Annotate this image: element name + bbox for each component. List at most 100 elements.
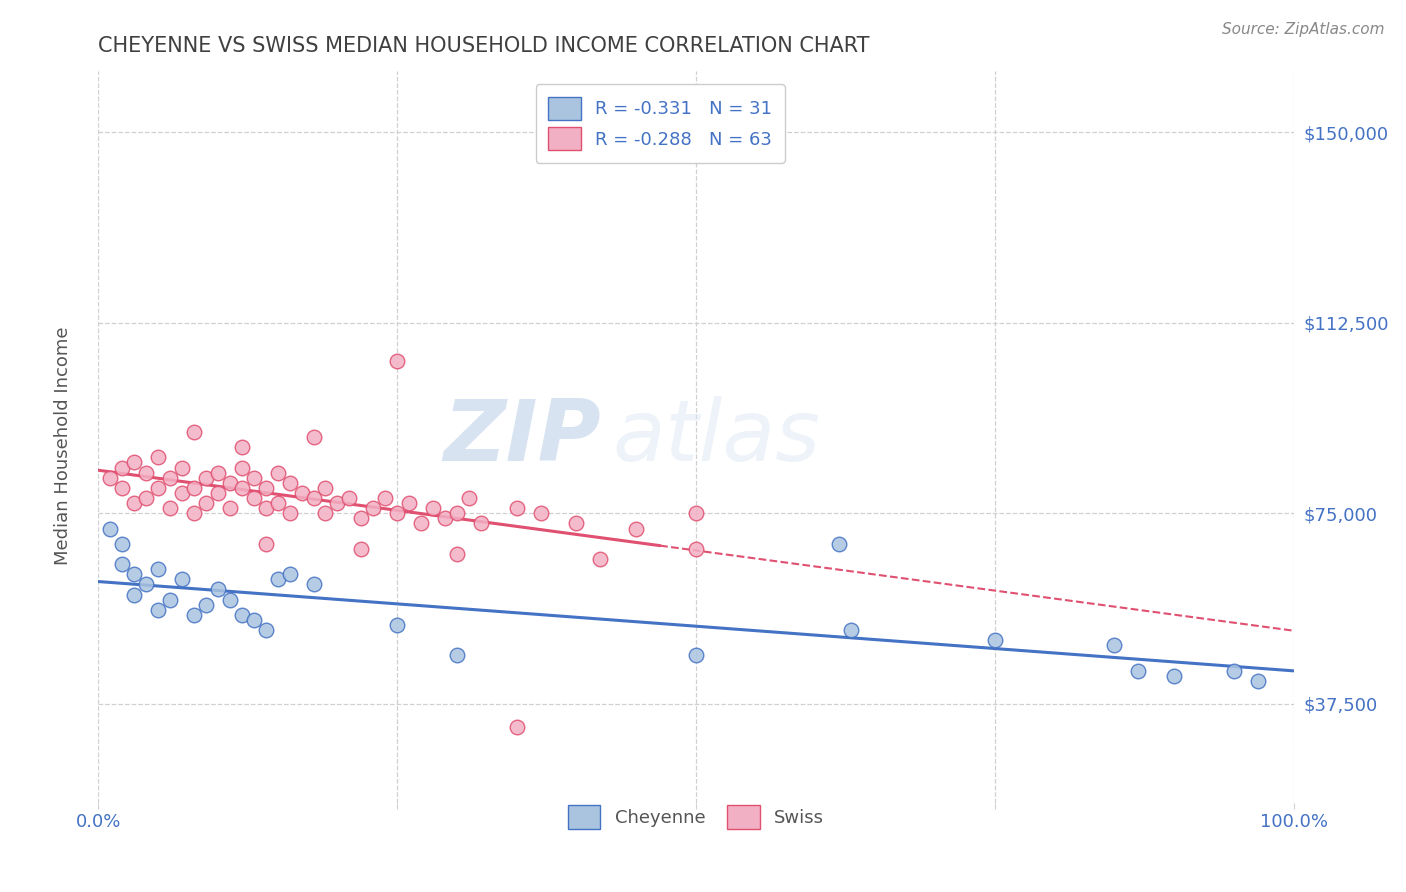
Point (278, 475, 301, 490)
Point (291, 486, 314, 500)
Point (315, 506, 337, 520)
Point (254, 481, 277, 495)
Point (267, 466, 290, 480)
Point (195, 496, 218, 510)
Point (398, 496, 420, 510)
Point (374, 491, 396, 505)
Point (458, 491, 481, 505)
Point (446, 547, 468, 561)
Point (159, 501, 181, 516)
Point (422, 501, 444, 516)
Point (434, 511, 457, 525)
Point (254, 501, 277, 516)
Text: Median Household Income: Median Household Income (55, 326, 72, 566)
Point (363, 501, 385, 516)
Point (172, 572, 194, 586)
Point (111, 537, 134, 551)
Point (1163, 669, 1185, 683)
Point (506, 501, 529, 516)
Point (207, 486, 229, 500)
Point (111, 557, 134, 571)
Point (98, 521, 122, 535)
Point (841, 623, 863, 637)
Point (231, 440, 253, 454)
Point (446, 506, 468, 520)
Point (148, 603, 170, 617)
Point (446, 648, 468, 663)
Point (302, 577, 325, 591)
Point (267, 496, 290, 510)
Point (302, 491, 325, 505)
Point (231, 481, 253, 495)
Point (1128, 664, 1150, 678)
Point (183, 481, 205, 495)
Point (385, 506, 409, 520)
Point (530, 506, 553, 520)
Point (148, 450, 170, 465)
Point (219, 501, 242, 516)
Point (195, 471, 218, 485)
Point (411, 516, 433, 531)
Text: CHEYENNE VS SWISS MEDIAN HOUSEHOLD INCOME CORRELATION CHART: CHEYENNE VS SWISS MEDIAN HOUSEHOLD INCOM… (98, 36, 870, 56)
Point (135, 577, 157, 591)
Point (172, 460, 194, 475)
Point (207, 582, 229, 597)
Point (111, 460, 134, 475)
Point (159, 592, 181, 607)
Point (183, 425, 205, 439)
Point (685, 541, 707, 556)
Point (148, 481, 170, 495)
Point (124, 567, 146, 582)
Point (385, 354, 409, 368)
Point (278, 506, 301, 520)
Point (339, 491, 361, 505)
Point (207, 466, 229, 480)
Point (219, 592, 242, 607)
Point (565, 516, 588, 531)
Point (470, 516, 492, 531)
Point (828, 537, 851, 551)
Point (135, 466, 157, 480)
Point (243, 491, 266, 505)
Point (506, 720, 529, 734)
Point (124, 588, 146, 602)
Point (243, 471, 266, 485)
Point (315, 481, 337, 495)
Point (685, 648, 707, 663)
Point (98, 471, 122, 485)
Point (1223, 664, 1246, 678)
Point (183, 607, 205, 622)
Point (124, 496, 146, 510)
Point (1104, 638, 1126, 652)
Point (231, 460, 253, 475)
Point (589, 552, 612, 566)
Point (302, 430, 325, 444)
Point (326, 496, 349, 510)
Point (172, 486, 194, 500)
Point (243, 613, 266, 627)
Point (685, 506, 707, 520)
Point (111, 481, 134, 495)
Point (135, 491, 157, 505)
Point (350, 511, 373, 525)
Point (124, 455, 146, 469)
Point (267, 572, 290, 586)
Point (254, 623, 277, 637)
Point (148, 562, 170, 576)
Point (183, 506, 205, 520)
Text: ZIP: ZIP (443, 395, 600, 479)
Point (219, 475, 242, 490)
Point (350, 541, 373, 556)
Point (385, 618, 409, 632)
Point (984, 633, 1007, 648)
Point (1247, 673, 1270, 688)
Text: Source: ZipAtlas.com: Source: ZipAtlas.com (1222, 22, 1385, 37)
Text: atlas: atlas (613, 395, 820, 479)
Point (254, 537, 277, 551)
Point (159, 471, 181, 485)
Point (278, 567, 301, 582)
Point (195, 598, 218, 612)
Point (626, 521, 648, 535)
Legend: Cheyenne, Swiss: Cheyenne, Swiss (558, 797, 834, 838)
Point (231, 607, 253, 622)
